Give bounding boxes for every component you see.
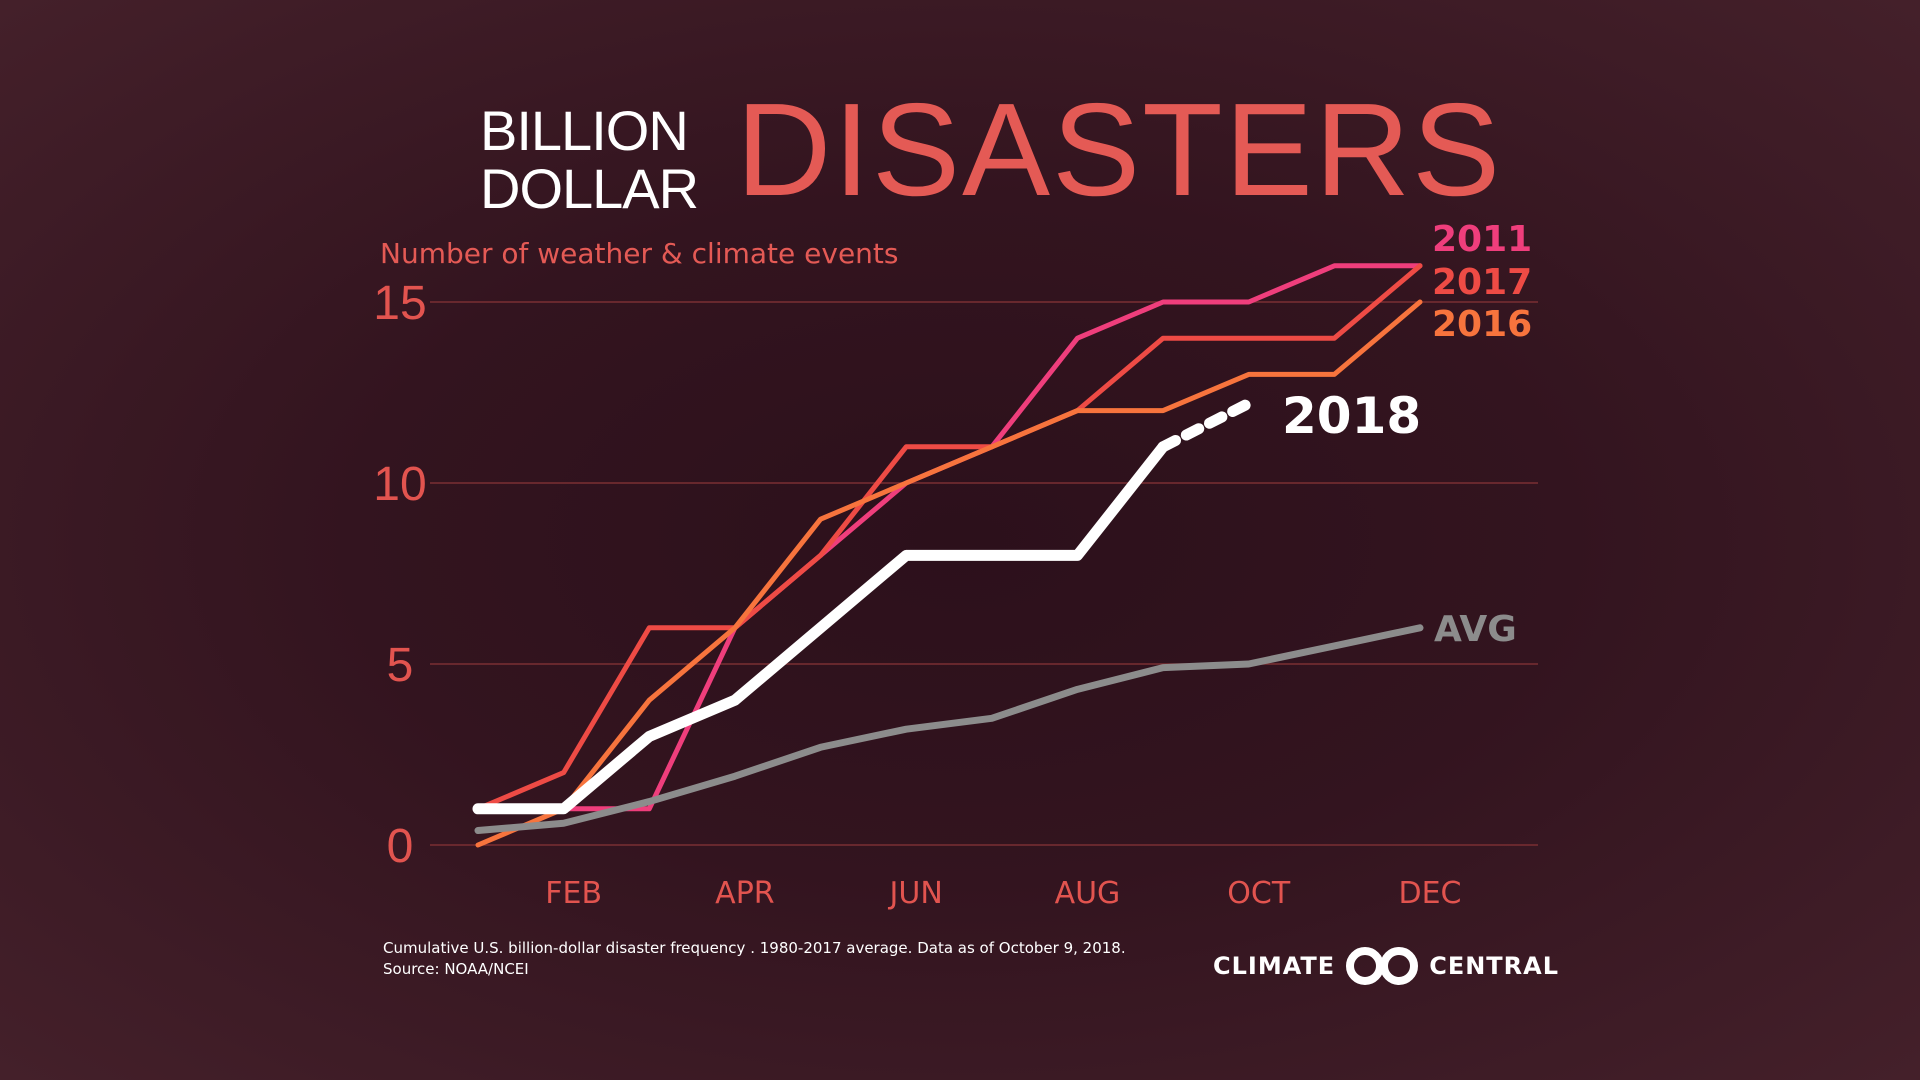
series-label-2016: 2016 <box>1432 304 1532 345</box>
y-axis-label: Number of weather & climate events <box>380 237 898 270</box>
series-line-2018 <box>472 441 1169 815</box>
title-disasters: DISASTERS <box>736 76 1503 223</box>
y-tick-5: 5 <box>387 639 414 692</box>
footnote: Cumulative U.S. billion-dollar disaster … <box>383 938 1126 980</box>
title-line-dollar: DOLLAR <box>480 157 699 220</box>
series-label-2011: 2011 <box>1432 219 1532 260</box>
series-lines <box>472 263 1424 848</box>
series-line-avg <box>474 624 1424 835</box>
x-tick-aug: AUG <box>1055 876 1121 911</box>
y-tick-0: 0 <box>387 820 414 873</box>
x-tick-apr: APR <box>715 876 774 911</box>
title-line-billion: BILLION <box>480 99 689 162</box>
series-line-2011 <box>475 263 1423 812</box>
series-line-2017 <box>475 263 1423 812</box>
x-tick-jun: JUN <box>888 876 943 911</box>
x-axis-ticks: FEB APR JUN AUG OCT DEC <box>545 876 1461 911</box>
x-tick-oct: OCT <box>1227 876 1291 911</box>
footnote-source: Source: NOAA/NCEI <box>383 960 529 978</box>
gridlines <box>430 301 1538 846</box>
x-tick-dec: DEC <box>1398 876 1461 911</box>
footnote-line-1: Cumulative U.S. billion-dollar disaster … <box>383 939 1126 957</box>
y-tick-15: 15 <box>373 277 426 330</box>
climate-central-logo: CLIMATE CENTRAL <box>1213 946 1559 986</box>
series-label-avg: AVG <box>1434 609 1517 650</box>
y-tick-10: 10 <box>373 458 426 511</box>
series-line-2016 <box>475 299 1423 848</box>
title-billion-dollar: BILLION DOLLAR <box>480 99 699 220</box>
y-axis-ticks: 0 5 10 15 <box>373 277 426 873</box>
logo-rings-icon <box>1346 947 1419 985</box>
series-line-2018-projected <box>1157 397 1255 453</box>
x-tick-feb: FEB <box>545 876 602 911</box>
logo-text-climate: CLIMATE <box>1213 952 1336 980</box>
series-label-2018: 2018 <box>1282 387 1421 445</box>
logo-text-central: CENTRAL <box>1429 952 1560 980</box>
series-label-2017: 2017 <box>1432 262 1532 303</box>
